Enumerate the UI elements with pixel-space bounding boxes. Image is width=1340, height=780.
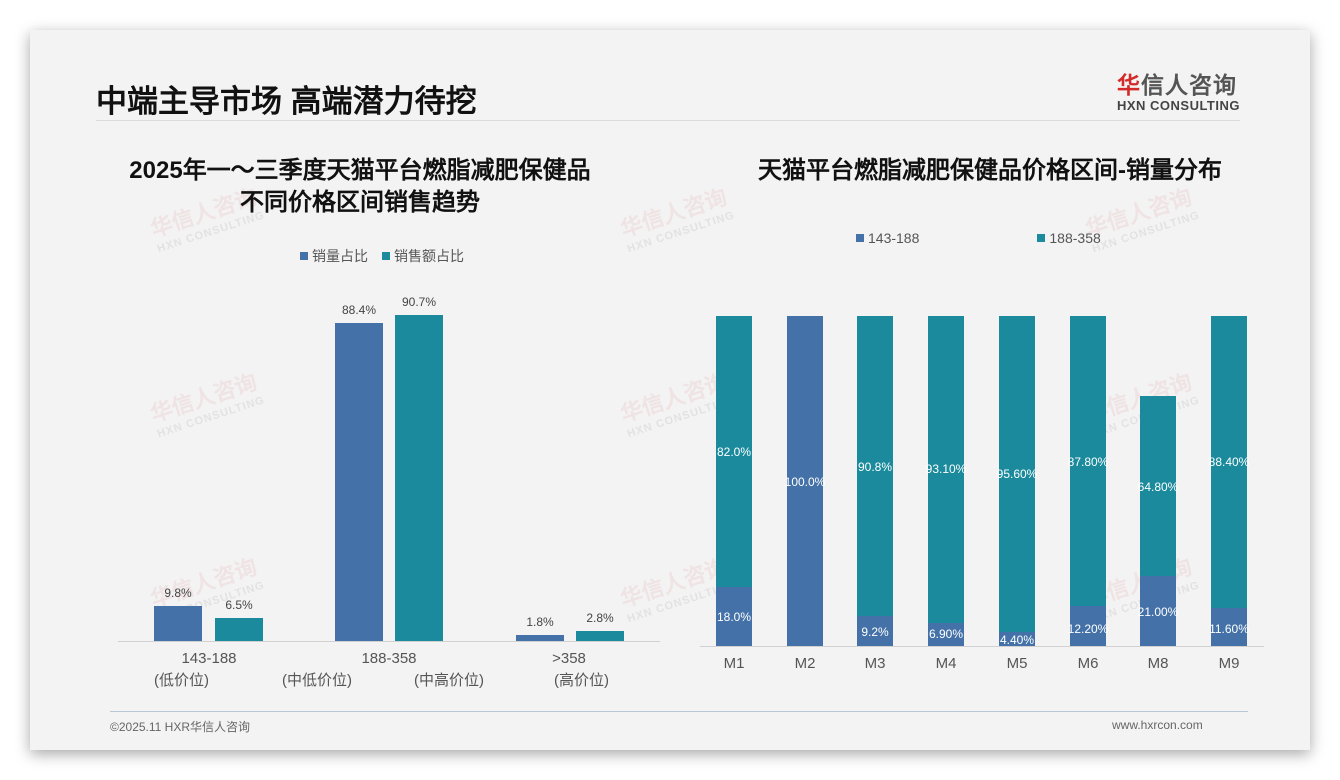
month-label: M2 [794, 655, 816, 672]
month-label: M9 [1218, 655, 1240, 672]
bar-m4-143-188 [928, 623, 964, 646]
month-label: M1 [723, 655, 745, 672]
bar-188-358-amount [395, 315, 443, 641]
segment-label: 9.2% [861, 625, 889, 639]
left-chart-title: 2025年一～三季度天猫平台燃脂减肥保健品 不同价格区间销售趋势 [100, 155, 620, 219]
legend-swatch [856, 234, 864, 242]
month-label: M5 [1006, 655, 1028, 672]
company-logo: 华信人咨询 HXN CONSULTING [1117, 66, 1240, 113]
bar-m3-188-358 [857, 316, 893, 616]
bar-m6-188-358 [1070, 316, 1106, 606]
left-chart-title-line2: 不同价格区间销售趋势 [240, 189, 480, 216]
category-sublabel: (高价位) [554, 672, 609, 689]
bar-m2-143-188 [787, 316, 823, 646]
category-sublabel: (低价位) [154, 672, 209, 689]
legend-item-188-358: 188-358 [1037, 230, 1101, 246]
segment-label: 21.00% [1137, 605, 1179, 619]
category-label: >358 [552, 650, 586, 667]
bar-358plus-volume [516, 635, 564, 641]
bar-label: 90.7% [401, 295, 437, 309]
bar-label: 1.8% [526, 615, 554, 629]
legend-label: 销量占比 [312, 248, 368, 264]
category-label: 143-188 [181, 650, 237, 667]
bar-label: 6.5% [225, 598, 253, 612]
right-chart-title: 天猫平台燃脂减肥保健品价格区间-销量分布 [758, 157, 1222, 184]
segment-label: 88.40% [1208, 455, 1250, 469]
segment-label: 90.8% [857, 460, 893, 474]
month-label: M8 [1147, 655, 1169, 672]
copyright-text: ©2025.11 HXR华信人咨询 [110, 720, 250, 734]
left-chart-x-axis [118, 641, 660, 642]
bar-188-358-volume [335, 323, 383, 641]
month-label: M4 [935, 655, 957, 672]
logo-cn-red: 华 [1116, 72, 1141, 98]
bar-m1-188-358 [716, 316, 752, 587]
legend-item-143-188: 143-188 [856, 230, 919, 246]
legend-swatch [300, 252, 308, 260]
bar-m1-143-188 [716, 587, 752, 646]
segment-label: 100.0% [784, 475, 826, 489]
bar-143-188-volume [154, 606, 202, 641]
right-chart-x-axis [700, 646, 1264, 647]
logo-en: HXN CONSULTING [1116, 98, 1240, 113]
segment-label: 82.0% [716, 445, 752, 459]
bar-143-188-amount [215, 618, 263, 641]
logo-cn-rest: 信人咨询 [1140, 72, 1237, 98]
segment-label: 95.60% [996, 467, 1038, 481]
title-divider [96, 120, 1240, 121]
segment-label: 18.0% [716, 610, 752, 624]
segment-label: 4.40% [999, 633, 1035, 647]
category-sublabel: (中低价位) [282, 672, 352, 689]
bar-m9-188-358 [1211, 316, 1247, 608]
left-chart-legend: 销量占比 销售额占比 [300, 246, 464, 266]
right-chart-legend: 143-188 188-358 [856, 230, 1101, 246]
segment-label: 87.80% [1067, 455, 1109, 469]
segment-label: 64.80% [1137, 480, 1179, 494]
bar-label: 9.8% [164, 586, 192, 600]
bar-m8-188-358 [1140, 396, 1176, 576]
legend-label: 销售额占比 [394, 248, 464, 264]
bar-label: 2.8% [586, 611, 614, 625]
page-title: 中端主导市场 高端潜力待挖 [96, 84, 477, 119]
left-chart-title-line1: 2025年一～三季度天猫平台燃脂减肥保健品 [129, 157, 591, 184]
footer-divider [110, 711, 1248, 712]
bar-m5-143-188 [999, 632, 1035, 646]
bar-m9-143-188 [1211, 608, 1247, 646]
bar-m4-188-358 [928, 316, 964, 623]
segment-label: 6.90% [928, 627, 964, 641]
legend-item-sales-volume: 销量占比 [300, 246, 368, 266]
legend-label: 188-358 [1049, 230, 1101, 246]
bar-m8-143-188 [1140, 576, 1176, 646]
bar-358plus-amount [576, 631, 624, 641]
segment-label: 12.20% [1067, 622, 1109, 636]
month-label: M6 [1077, 655, 1099, 672]
category-label: 188-358 [361, 650, 417, 667]
segment-label: 93.10% [925, 462, 967, 476]
website-link[interactable]: www.hxrcon.com [1112, 718, 1203, 732]
bar-m5-188-358 [999, 316, 1035, 632]
month-label: M3 [864, 655, 886, 672]
legend-label: 143-188 [868, 230, 920, 246]
legend-item-sales-amount: 销售额占比 [382, 246, 464, 266]
category-sublabel: (中高价位) [414, 672, 484, 689]
legend-swatch [382, 252, 390, 260]
segment-label: 11.60% [1209, 622, 1249, 636]
bar-m3-143-188 [857, 616, 893, 646]
legend-swatch [1037, 234, 1046, 242]
bar-label: 88.4% [341, 303, 377, 317]
slide: 华信人咨询 HXN CONSULTING 华信人咨询 HXN CONSULTING … [30, 30, 1310, 750]
bar-m6-143-188 [1070, 606, 1106, 646]
